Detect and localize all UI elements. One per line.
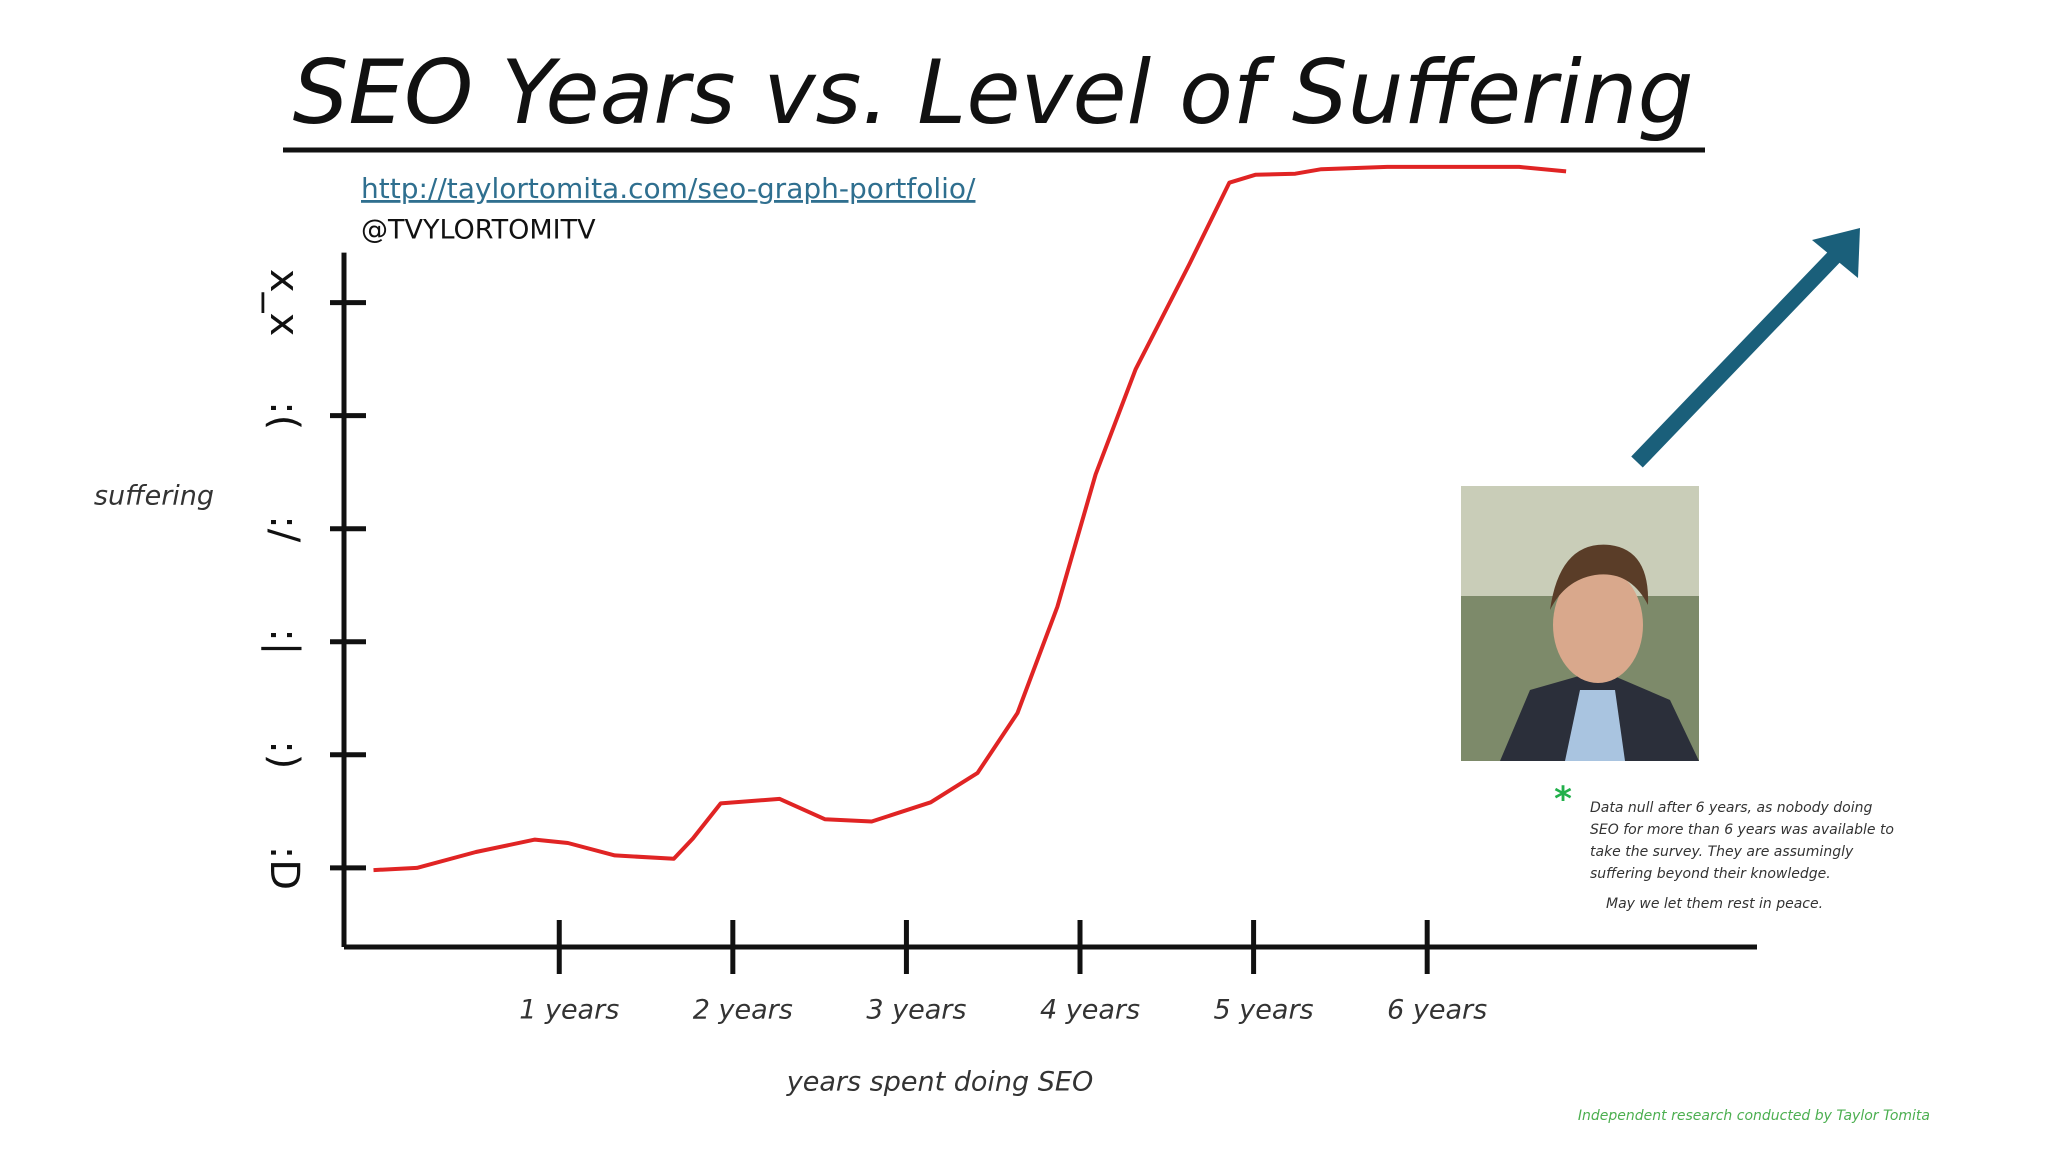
y-tick-label: :/ <box>261 515 307 542</box>
x-tick-label: 4 years <box>1040 995 1140 1026</box>
x-tick-label: 6 years <box>1387 995 1487 1026</box>
x-tick-label: 2 years <box>693 995 793 1026</box>
x-tick-label: 1 years <box>519 995 619 1026</box>
x-axis-label: years spent doing SEO <box>786 1067 1093 1098</box>
photo-shirt <box>1565 690 1625 761</box>
y-tick-label: x_x <box>261 269 307 336</box>
photo-hair <box>1550 544 1649 610</box>
arrow-shaft <box>1631 250 1841 468</box>
link[interactable]: http://taylortomita.com/seo-graph-portfo… <box>361 172 976 205</box>
x-tick-label: 3 years <box>866 995 966 1026</box>
photo-face <box>1553 567 1643 683</box>
note-line: suffering beyond their knowledge. <box>1590 866 1831 882</box>
line-series <box>373 164 1567 873</box>
note-line: take the survey. They are assumingly <box>1590 844 1854 860</box>
y-tick-label: :( <box>261 401 307 430</box>
y-tick-label: :) <box>261 740 307 769</box>
arrow-head <box>1812 228 1860 278</box>
note-line: Data null after 6 years, as nobody doing <box>1590 800 1873 816</box>
asterisk: * <box>1554 780 1572 820</box>
y-tick-label: :D <box>261 846 307 890</box>
photo <box>1461 486 1699 761</box>
credit: Independent research conducted by Taylor… <box>1578 1108 1930 1124</box>
y-tick-label: :| <box>261 628 307 655</box>
title: SEO Years vs. Level of Suffering <box>293 41 1694 144</box>
note: Data null after 6 years, as nobody doing… <box>1590 800 1894 912</box>
y-axis-label: suffering <box>94 481 214 512</box>
note-line: May we let them rest in peace. <box>1606 896 1823 912</box>
note-line: SEO for more than 6 years was available … <box>1590 822 1894 838</box>
x-tick-label: 5 years <box>1214 995 1314 1026</box>
handle: @TVYLORTOMITV <box>361 215 596 246</box>
